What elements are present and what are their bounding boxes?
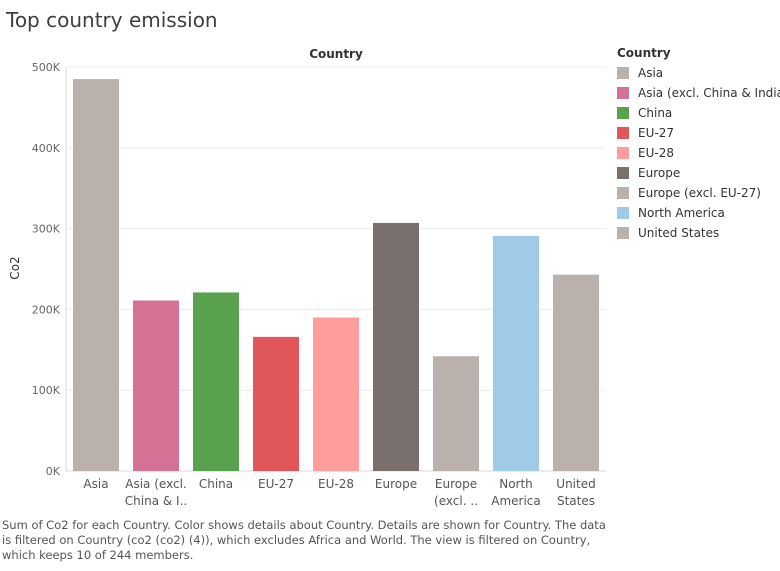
chart-caption: Sum of Co2 for each Country. Color shows…: [2, 518, 606, 563]
bar: [553, 274, 599, 471]
y-tick-label: 400K: [32, 142, 61, 155]
legend-title: Country: [617, 46, 671, 60]
legend-item[interactable]: EU-27: [617, 123, 780, 143]
y-tick-label: 300K: [32, 223, 61, 236]
y-tick-label: 500K: [32, 61, 61, 74]
legend-swatch: [617, 207, 629, 219]
x-tick-label: EU-28: [318, 477, 354, 491]
legend-label: EU-28: [638, 146, 674, 160]
legend-swatch: [617, 87, 629, 99]
x-tick-label: North: [499, 477, 533, 491]
legend-swatch: [617, 187, 629, 199]
legend-label: North America: [638, 206, 725, 220]
legend-label: Europe: [638, 166, 681, 180]
legend-item[interactable]: Asia (excl. China & India): [617, 83, 780, 103]
x-tick-label: Asia: [83, 477, 108, 491]
bar-chart: Country 0K 100K 200K 300K 400K 500K Co2 Asia Asia…: [8, 47, 606, 508]
x-tick-label: Europe: [435, 477, 477, 491]
legend-item[interactable]: China: [617, 103, 780, 123]
x-tick-label: China & I..: [125, 494, 187, 508]
legend-label: EU-27: [638, 126, 674, 140]
x-tick-label: America: [491, 494, 541, 508]
legend-swatch: [617, 107, 629, 119]
bar: [253, 336, 299, 471]
legend-item[interactable]: Europe (excl. EU-27): [617, 183, 780, 203]
bar: [493, 235, 539, 471]
y-axis-label: Co2: [8, 256, 22, 279]
legend-item[interactable]: EU-28: [617, 143, 780, 163]
x-tick-label: (excl. ..: [434, 494, 478, 508]
legend-label: Asia (excl. China & India): [638, 86, 780, 100]
legend-swatch: [617, 147, 629, 159]
y-tick-label: 200K: [32, 303, 61, 316]
caption-line: is filtered on Country (co2 (co2) (4)), …: [2, 533, 591, 547]
legend-swatch: [617, 67, 629, 79]
x-tick-label: China: [199, 477, 233, 491]
legend: Country Asia Asia (excl. China & India) Ch…: [617, 46, 780, 243]
bar: [73, 79, 119, 472]
x-tick-label: United: [556, 477, 595, 491]
y-tick-label: 0K: [46, 465, 61, 478]
legend-swatch: [617, 167, 629, 179]
x-tick-label: Europe: [375, 477, 417, 491]
chart-title: Top country emission: [6, 8, 218, 32]
x-tick-label: Asia (excl.: [125, 477, 186, 491]
legend-swatch: [617, 227, 629, 239]
legend-item[interactable]: North America: [617, 203, 780, 223]
legend-item[interactable]: Asia: [617, 63, 780, 83]
x-axis-header: Country: [309, 47, 363, 61]
legend-label: Asia: [638, 66, 664, 80]
x-tick-label: EU-27: [258, 477, 294, 491]
legend-label: Europe (excl. EU-27): [638, 186, 761, 200]
caption-line: which keeps 10 of 244 members.: [2, 548, 194, 562]
legend-item[interactable]: Europe: [617, 163, 780, 183]
y-tick-label: 100K: [32, 384, 61, 397]
bar: [133, 300, 179, 471]
legend-item[interactable]: United States: [617, 223, 780, 243]
legend-label: China: [638, 106, 673, 120]
legend-swatch: [617, 127, 629, 139]
bar: [373, 222, 419, 471]
x-tick-label: States: [557, 494, 595, 508]
caption-line: Sum of Co2 for each Country. Color shows…: [2, 518, 606, 532]
bar: [193, 292, 239, 471]
bar: [433, 356, 479, 471]
bar: [313, 317, 359, 471]
legend-label: United States: [638, 226, 720, 240]
